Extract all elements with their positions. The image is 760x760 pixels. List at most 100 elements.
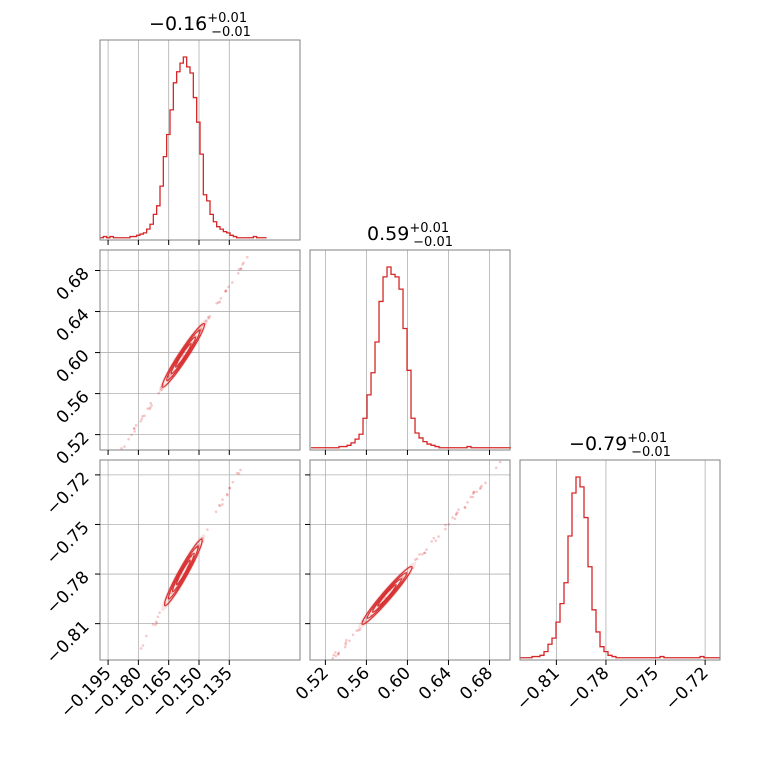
sample-point (134, 424, 138, 427)
x-tick-label: −0.81 (513, 663, 564, 714)
sample-point (463, 505, 467, 509)
sample-point (351, 633, 355, 637)
sample-point (218, 300, 222, 304)
x-tick-label: 0.64 (415, 663, 456, 704)
y-tick-label: 0.64 (53, 305, 94, 346)
sample-point (157, 391, 161, 395)
sample-point (139, 419, 143, 423)
sample-point (170, 592, 173, 595)
title-value: 0.59 (367, 223, 409, 245)
sample-point (214, 510, 218, 514)
sample-point (158, 611, 161, 614)
y-tick-label: 0.68 (53, 264, 94, 305)
sample-point (227, 285, 230, 289)
sample-point (224, 289, 228, 292)
title-value: −0.79 (569, 433, 627, 455)
x-tick-label: −0.78 (562, 663, 613, 714)
y-tick-label: 0.60 (53, 346, 94, 387)
sample-point (139, 647, 143, 650)
title-minus-error: −0.01 (211, 25, 251, 40)
sample-point (217, 503, 221, 507)
sample-point (344, 643, 347, 646)
sample-point (475, 490, 478, 494)
sample-point (239, 468, 242, 472)
contour-line (165, 329, 201, 382)
sample-point (224, 289, 228, 293)
x-tick-label: −0.75 (612, 663, 663, 714)
y-tick-label: −0.75 (43, 518, 94, 569)
sample-point (444, 523, 447, 527)
sample-point (457, 508, 460, 511)
hist-panel-1: 0.59+0.01 −0.01 (309, 221, 512, 455)
sample-point (141, 644, 145, 647)
panel-frame (99, 459, 301, 661)
pair-panel-1-2: 0.52 0.56 0.60 0.64 0.68 (292, 459, 511, 704)
sample-point (415, 557, 419, 561)
sample-point (413, 558, 417, 562)
grid (100, 460, 300, 660)
sample-point (437, 535, 440, 538)
sample-point (239, 267, 243, 270)
title-plus-error: +0.01 (409, 221, 449, 236)
sample-point (204, 319, 208, 323)
sample-point (199, 327, 203, 330)
sample-point (221, 503, 224, 506)
sample-point (140, 417, 144, 421)
sample-point (471, 492, 475, 495)
sample-point (206, 528, 209, 531)
sample-point (344, 641, 348, 644)
hist-panel-2: −0.81−0.78−0.75−0.72 −0.79+0.01 −0.01 (513, 431, 721, 714)
sample-point (348, 639, 351, 643)
sample-point (155, 621, 159, 625)
sample-point (357, 629, 360, 632)
sample-point (478, 487, 482, 490)
sample-point (332, 653, 336, 657)
sample-point (425, 548, 428, 551)
sample-point (334, 654, 338, 658)
y-tick-label: 0.52 (53, 428, 94, 469)
hist-panel-0: −0.16+0.01 −0.01 (99, 11, 301, 245)
sample-point (401, 575, 404, 579)
sample-point (453, 517, 457, 521)
x-tick-label: 0.56 (333, 663, 374, 704)
grid (555, 460, 706, 660)
sample-point (336, 653, 340, 656)
sample-point (206, 315, 210, 319)
sample-point (334, 651, 337, 654)
y-tick-label: −0.78 (43, 567, 94, 618)
y-tick-label: −0.72 (43, 468, 94, 519)
contour-line (171, 552, 195, 593)
sample-point (149, 406, 152, 409)
sample-point (217, 301, 220, 304)
contour-line (174, 342, 192, 368)
sample-point (133, 430, 137, 433)
param-title-0: −0.16+0.01 −0.01 (149, 11, 251, 40)
sample-point (123, 445, 126, 448)
contour-line (170, 336, 197, 375)
sample-point (456, 511, 459, 514)
title-minus-error: −0.01 (413, 235, 453, 250)
sample-point (141, 415, 144, 418)
panel-frame (309, 249, 511, 451)
sample-point (153, 623, 157, 627)
histogram-step (311, 266, 512, 449)
sample-point (358, 628, 362, 631)
sample-point (235, 471, 239, 475)
density-fill (158, 318, 208, 393)
panel-frame (309, 459, 511, 661)
histogram-step (100, 56, 267, 239)
sample-point (156, 615, 160, 619)
sample-point (237, 268, 241, 271)
x-tick-label: 0.60 (374, 663, 415, 704)
sample-point (231, 480, 235, 484)
sample-point (149, 401, 152, 405)
sample-point (451, 516, 454, 519)
sample-point (160, 388, 163, 391)
sample-point (454, 513, 458, 517)
contour-line (163, 538, 203, 607)
sample-point (130, 433, 133, 437)
y-tick-label: −0.81 (43, 617, 94, 668)
title-value: −0.16 (149, 13, 207, 35)
contour-line (366, 571, 408, 619)
sample-point (363, 620, 367, 623)
